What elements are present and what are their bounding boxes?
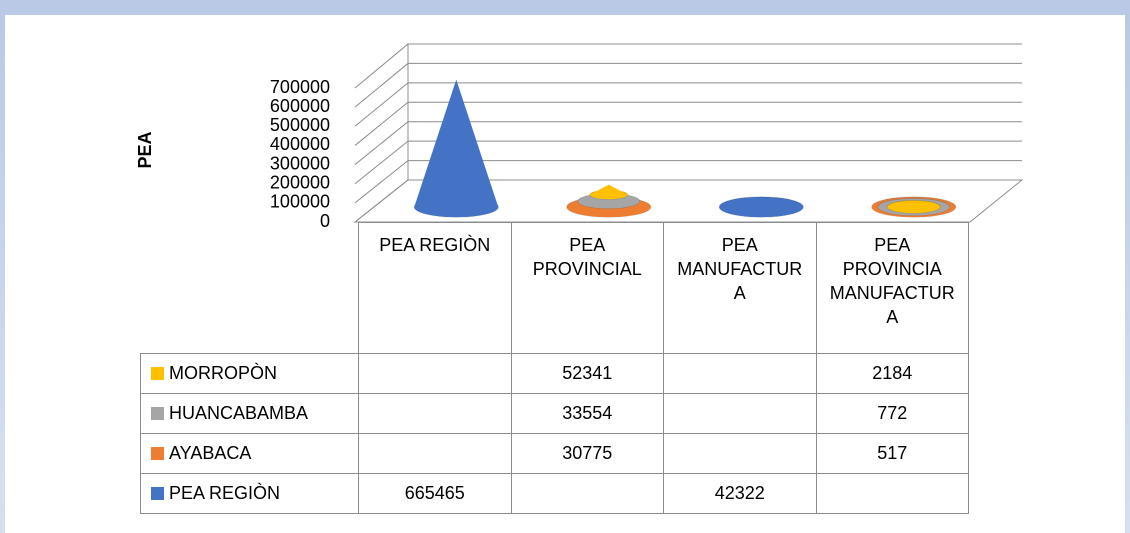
legend-label: AYABACA bbox=[169, 443, 252, 463]
y-tick-label: 100000 bbox=[270, 192, 330, 212]
legend-swatch bbox=[151, 407, 164, 420]
table-cell: 33554 bbox=[510, 393, 664, 434]
cone-segment bbox=[886, 199, 941, 214]
y-tick-label: 500000 bbox=[270, 115, 330, 135]
table-cell bbox=[663, 353, 817, 394]
y-tick-label: 300000 bbox=[270, 153, 330, 173]
series-row: PEA REGIÒN 665465 42322 bbox=[140, 473, 969, 514]
header-row: PEA REGIÒN PEA PROVINCIAL PEA MANUFACTURA P… bbox=[141, 222, 969, 354]
table-cell: 517 bbox=[815, 433, 969, 474]
legend-entry: PEA REGIÒN bbox=[140, 473, 359, 514]
legend-entry: HUANCABAMBA bbox=[140, 393, 359, 434]
cone-side bbox=[878, 206, 950, 216]
y-tick-label: 700000 bbox=[270, 77, 330, 97]
table-cell: 30775 bbox=[510, 433, 664, 474]
table-cell bbox=[663, 393, 817, 434]
table-cell: 2184 bbox=[815, 353, 969, 394]
table-cell bbox=[358, 393, 512, 434]
series-row: MORROPÒN 52341 2184 bbox=[140, 353, 969, 394]
table-cell: 665465 bbox=[358, 473, 512, 514]
table-cell bbox=[358, 433, 512, 474]
legend-entry: AYABACA bbox=[140, 433, 359, 474]
y-tick-label: 600000 bbox=[270, 96, 330, 116]
cone-side bbox=[871, 206, 956, 218]
series-row: AYABACA 30775 517 bbox=[140, 433, 969, 474]
table-cell: 42322 bbox=[663, 473, 817, 514]
category-label: PEA REGIÒN bbox=[358, 222, 512, 354]
cone-side bbox=[887, 206, 941, 214]
y-tick-label: 0 bbox=[320, 211, 330, 231]
cone-side bbox=[566, 201, 651, 218]
data-table: PEA REGIÒN PEA PROVINCIAL PEA MANUFACTURA P… bbox=[140, 222, 969, 514]
legend-label: PEA REGIÒN bbox=[169, 483, 281, 503]
table-cell: 772 bbox=[815, 393, 969, 434]
cone-segment bbox=[577, 193, 641, 210]
grid-line bbox=[354, 43, 1022, 89]
y-tick-label: 200000 bbox=[270, 172, 330, 192]
table-cell bbox=[358, 353, 512, 394]
cone-side bbox=[414, 79, 499, 218]
blank-cell bbox=[141, 223, 359, 354]
category-label: PEA PROVINCIAL bbox=[510, 222, 664, 354]
legend-swatch bbox=[151, 447, 164, 460]
cone-side bbox=[719, 198, 804, 218]
table-cell bbox=[663, 433, 817, 474]
legend-swatch bbox=[151, 487, 164, 500]
legend-swatch bbox=[151, 367, 164, 380]
category-label: PEA MANUFACTURA bbox=[663, 222, 817, 354]
legend-label: MORROPÒN bbox=[169, 363, 277, 383]
cone-segment bbox=[413, 79, 499, 218]
cone-side bbox=[577, 194, 640, 209]
category-label: PEA PROVINCIA MANUFACTURA bbox=[815, 222, 969, 354]
y-axis-label: PEA bbox=[135, 131, 155, 168]
cone-segment bbox=[718, 196, 804, 218]
cone-segment bbox=[589, 184, 629, 200]
y-tick-label: 400000 bbox=[270, 134, 330, 154]
table-cell bbox=[510, 473, 664, 514]
table-cell: 52341 bbox=[510, 353, 664, 394]
cone-side bbox=[589, 184, 628, 200]
legend-entry: MORROPÒN bbox=[140, 353, 359, 394]
legend-label: HUANCABAMBA bbox=[169, 403, 309, 423]
table-cell bbox=[815, 473, 969, 514]
series-row: HUANCABAMBA 33554 772 bbox=[140, 393, 969, 434]
